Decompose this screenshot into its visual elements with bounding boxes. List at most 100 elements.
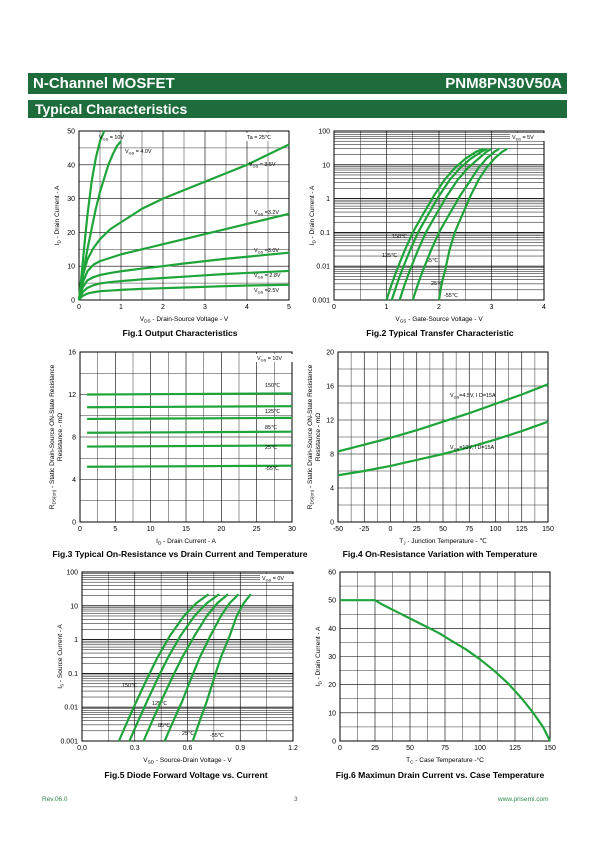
fig1-series-label-2: VGS = 3.5V xyxy=(249,162,276,169)
fig2-series-2 xyxy=(398,147,493,301)
fig3-xtick-label: 25 xyxy=(253,526,261,533)
fig1-annotation-bg xyxy=(245,133,285,141)
fig5-xtick-label: 0.6 xyxy=(183,745,193,752)
fig4-ytick-label: 20 xyxy=(326,350,334,357)
fig2-ytick-label: 100 xyxy=(318,129,330,136)
fig5-series-label-0: 150℃ xyxy=(122,683,137,689)
fig3-xtick-label: 5 xyxy=(113,526,117,533)
fig5-ytick-label: 1 xyxy=(74,637,78,644)
fig3-annotation-bg xyxy=(255,354,295,362)
fig5-svg: 0.001 0.01 0.1 1 10 100 0,0 0.3 0.6 0.9 1.2 VSD - S… xyxy=(57,570,300,765)
fig3-chart: 0 4 8 12 16 0 5 10 15 20 25 30 ID - Drain Current - … xyxy=(49,350,296,546)
fig3-caption: Fig.3 Typical On-Resistance vs Drain Cur… xyxy=(52,549,308,559)
fig1-series-6 xyxy=(78,283,290,301)
fig2-series-label-3: 25℃ xyxy=(431,281,443,287)
fig3-xtick-label: 10 xyxy=(147,526,155,533)
fig6-xtick-label: 0 xyxy=(338,745,342,752)
fig5-series-3 xyxy=(163,593,240,742)
fig4-chart: 0 4 8 12 16 20 -50 -25 0 25 50 75 100 125 150 TJ - Junc… xyxy=(307,350,554,546)
fig6-xtick-label: 75 xyxy=(441,745,449,752)
fig3-xtick-label: 15 xyxy=(182,526,190,533)
fig2-series-label-0: 150℃ xyxy=(392,234,407,240)
fig2-series-label-2: 85℃ xyxy=(426,258,438,264)
fig1-series-0 xyxy=(77,130,106,301)
fig3-series-label-0: 150℃ xyxy=(265,383,280,389)
footer-website: www.prisemi.com xyxy=(498,796,549,803)
fig2-caption: Fig.2 Typical Transfer Characteristic xyxy=(366,328,514,338)
fig6-xtick-label: 125 xyxy=(509,745,521,752)
fig5-series-4 xyxy=(191,593,252,742)
header-bar: N-Channel MOSFET PNM8PN30V50A xyxy=(28,73,567,94)
fig2-series-label-4: -55℃ xyxy=(444,293,458,299)
fig6-svg: 0 10 20 30 40 50 60 0 25 50 75 100 125 150 TC - Case T… xyxy=(315,570,556,765)
fig2-grid xyxy=(333,131,545,301)
fig6-ytick-label: 10 xyxy=(328,710,336,717)
fig2-ytick-label: 0.001 xyxy=(312,298,330,305)
fig3-frame xyxy=(79,351,293,523)
fig6-ytick-label: 30 xyxy=(328,654,336,661)
fig3-series-3 xyxy=(87,430,293,434)
fig1-xtick-label: 0 xyxy=(77,304,81,311)
fig1-xtick-label: 5 xyxy=(287,304,291,311)
fig6-series-0 xyxy=(340,599,551,742)
header-product-type: N-Channel MOSFET xyxy=(33,75,175,92)
fig4-xtick-label: 75 xyxy=(465,526,473,533)
fig5-caption: Fig.5 Diode Forward Voltage vs. Current xyxy=(104,770,268,780)
fig5-series-0 xyxy=(117,593,210,742)
fig4-xtick-label: 150 xyxy=(542,526,554,533)
fig3-ytick-label: 12 xyxy=(68,392,76,399)
fig1-ytick-label: 50 xyxy=(67,129,75,136)
fig4-xtick-label: 25 xyxy=(413,526,421,533)
fig4-xtick-label: -25 xyxy=(359,526,369,533)
fig6-chart: 0 10 20 30 40 50 60 0 25 50 75 100 125 150 TC - Case T… xyxy=(315,570,556,765)
fig4-series-label-1: VGS=10V, I D=15A xyxy=(450,445,494,452)
fig3-series-4 xyxy=(87,444,293,448)
fig4-xtick-label: -50 xyxy=(333,526,343,533)
fig3-ytick-label: 4 xyxy=(72,477,76,484)
header-part-number: PNM8PN30V50A xyxy=(445,75,562,92)
fig2-xtick-label: 4 xyxy=(542,304,546,311)
fig5-chart: 0.001 0.01 0.1 1 10 100 0,0 0.3 0.6 0.9 1.2 VSD - S… xyxy=(57,570,300,765)
fig6-ytick-label: 20 xyxy=(328,682,336,689)
fig6-grid xyxy=(339,571,551,742)
fig5-frame xyxy=(81,571,294,742)
fig6-caption: Fig.6 Maximun Drain Current vs. Case Tem… xyxy=(335,770,545,780)
fig4-caption: Fig.4 On-Resistance Variation with Tempe… xyxy=(342,549,538,559)
fig3-annotation-0: VGS = 10V xyxy=(257,356,282,363)
fig4-ytick-label: 8 xyxy=(330,452,334,459)
fig4-ytick-label: 12 xyxy=(326,418,334,425)
fig2-annotation-0: VDS = 5V xyxy=(512,135,534,142)
fig3-ylabel: RDS(on) - Static Drain-Source ON-State R… xyxy=(49,364,64,509)
fig1-xtick-label: 2 xyxy=(161,304,165,311)
fig1-svg: 0 10 20 30 40 50 0 1 2 3 4 5 VDS - Drain-Source Volt… xyxy=(54,129,291,324)
fig3-series-1 xyxy=(87,405,293,409)
fig1-series-5 xyxy=(77,269,290,301)
fig4-svg: 0 4 8 12 16 20 -50 -25 0 25 50 75 100 125 150 TJ - Junc… xyxy=(307,350,554,546)
fig1-xtick-label: 4 xyxy=(245,304,249,311)
fig1-ytick-label: 30 xyxy=(67,196,75,203)
fig3-xtick-label: 0 xyxy=(78,526,82,533)
fig2-ytick-label: 0.1 xyxy=(320,230,330,237)
fig1-ytick-label: 10 xyxy=(67,264,75,271)
fig1-series-label-5: VGS = 2.8V xyxy=(254,273,281,280)
fig1-series-label-1: VGS = 4.0V xyxy=(125,149,152,156)
fig2-xtick-label: 2 xyxy=(437,304,441,311)
fig1-series-3 xyxy=(77,212,290,301)
fig4-ytick-label: 0 xyxy=(330,520,334,527)
fig2-ytick-label: 10 xyxy=(322,162,330,169)
fig6-ytick-label: 0 xyxy=(332,739,336,746)
fig5-ytick-label: 0.1 xyxy=(68,671,78,678)
fig4-xtick-label: 125 xyxy=(516,526,528,533)
fig6-xtick-label: 50 xyxy=(406,745,414,752)
fig4-series-label-0: VGS=4.5V, I D=15A xyxy=(450,393,496,400)
fig3-grid xyxy=(79,351,293,523)
fig6-ylabel: ID - Drain Current - A xyxy=(315,626,323,686)
fig6-frame xyxy=(339,571,551,742)
fig3-series-0 xyxy=(87,392,293,396)
fig6-xlabel: TC - Case Temperature -°C xyxy=(406,756,484,765)
fig6-xtick-label: 150 xyxy=(544,745,556,752)
fig2-ylabel: ID - Drain Current - A xyxy=(309,185,317,245)
fig2-series-label-1: 125℃ xyxy=(382,253,397,259)
fig6-ytick-label: 50 xyxy=(328,598,336,605)
fig2-svg: 0.001 0.01 0.1 1 10 100 0 1 2 3 4 VGS - Gate-Source… xyxy=(309,129,550,324)
